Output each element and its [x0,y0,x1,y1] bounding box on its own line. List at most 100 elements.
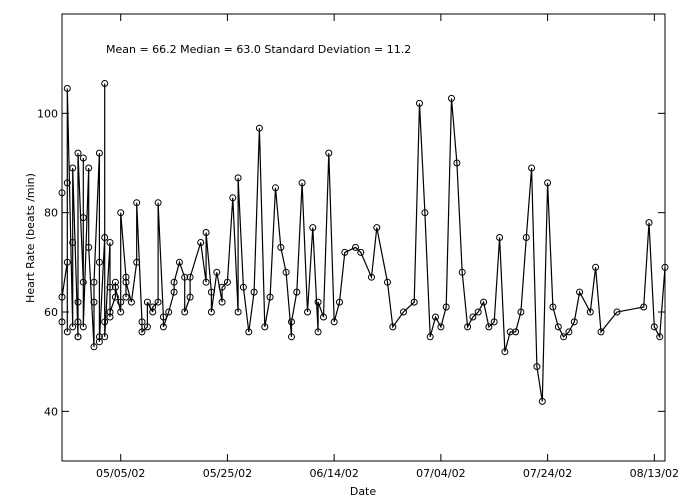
data-point [277,243,285,251]
y-axis: 40 60 80 100 [37,107,665,418]
data-point [85,164,93,172]
data-point [384,278,391,286]
data-point [288,333,295,341]
data-point [218,283,226,291]
data-point [122,293,130,301]
data-point [111,278,119,286]
data-point [661,263,669,271]
data-point [106,283,114,291]
data-point [357,248,365,256]
data-point [234,308,242,316]
data-point [272,184,279,192]
x-tick-label: 07/04/02 [416,467,465,480]
data-points [58,80,669,405]
data-point [229,194,237,202]
data-point [101,318,109,326]
data-point [597,328,605,336]
data-point [512,328,520,336]
data-point [480,298,488,306]
data-point [282,268,290,276]
data-point [250,288,258,296]
data-point [223,278,231,286]
data-point [90,343,98,351]
data-point [352,243,359,251]
data-point [170,288,178,296]
data-point [85,243,93,251]
data-point [416,99,423,107]
data-point [325,149,333,157]
data-point [154,199,162,207]
data-point [298,179,306,187]
data-point [469,313,477,321]
data-point [74,318,82,326]
data-point [63,258,71,266]
data-point [533,363,541,371]
data-point [261,323,269,331]
y-tick-label: 80 [44,207,58,220]
data-point [544,179,552,187]
data-point [63,85,71,92]
x-tick-label: 07/24/02 [523,467,572,480]
data-point [373,224,381,232]
data-point [448,94,455,102]
data-point [69,239,77,246]
data-point [496,234,504,241]
data-point [458,268,466,276]
data-point [565,328,573,336]
data-point [490,318,498,326]
data-point [650,323,658,331]
data-point [79,323,87,331]
data-point [106,308,114,316]
data-point [554,323,562,331]
data-point [149,303,157,311]
data-point [613,308,621,316]
data-point [122,278,130,286]
data-point [304,308,311,316]
data-point [127,298,135,306]
data-point [255,124,263,132]
data-point [570,318,578,326]
data-point [63,179,71,187]
data-point [202,278,210,286]
data-point [400,308,407,316]
data-point [149,308,157,316]
data-point [74,333,82,341]
data-point [207,308,215,316]
data-point [213,268,221,276]
data-point [202,229,210,236]
data-point [117,298,125,306]
data-point [101,80,109,87]
data-point [95,338,103,346]
data-point [592,263,600,271]
data-point [159,323,167,331]
data-point [58,318,66,326]
data-point [522,234,530,241]
data-point [517,308,525,316]
data-point [421,209,429,217]
data-point [239,283,247,291]
data-point [95,258,103,266]
data-point [181,273,189,281]
data-point [288,318,295,326]
data-point [90,278,98,286]
data-point [101,234,109,241]
data-point [218,298,226,306]
data-point [111,293,119,301]
data-point [95,333,103,341]
data-point [389,323,397,331]
data-point [442,303,450,311]
data-point [314,328,322,336]
data-point [245,328,253,336]
data-point [95,149,103,157]
data-point [63,328,71,336]
data-point [58,189,66,197]
data-point [266,293,274,301]
data-point [464,323,472,331]
x-tick-label: 06/14/02 [309,467,358,480]
data-point [111,283,119,291]
data-point [501,348,509,356]
data-point [138,318,146,326]
data-point [538,397,546,405]
data-point [79,214,87,222]
